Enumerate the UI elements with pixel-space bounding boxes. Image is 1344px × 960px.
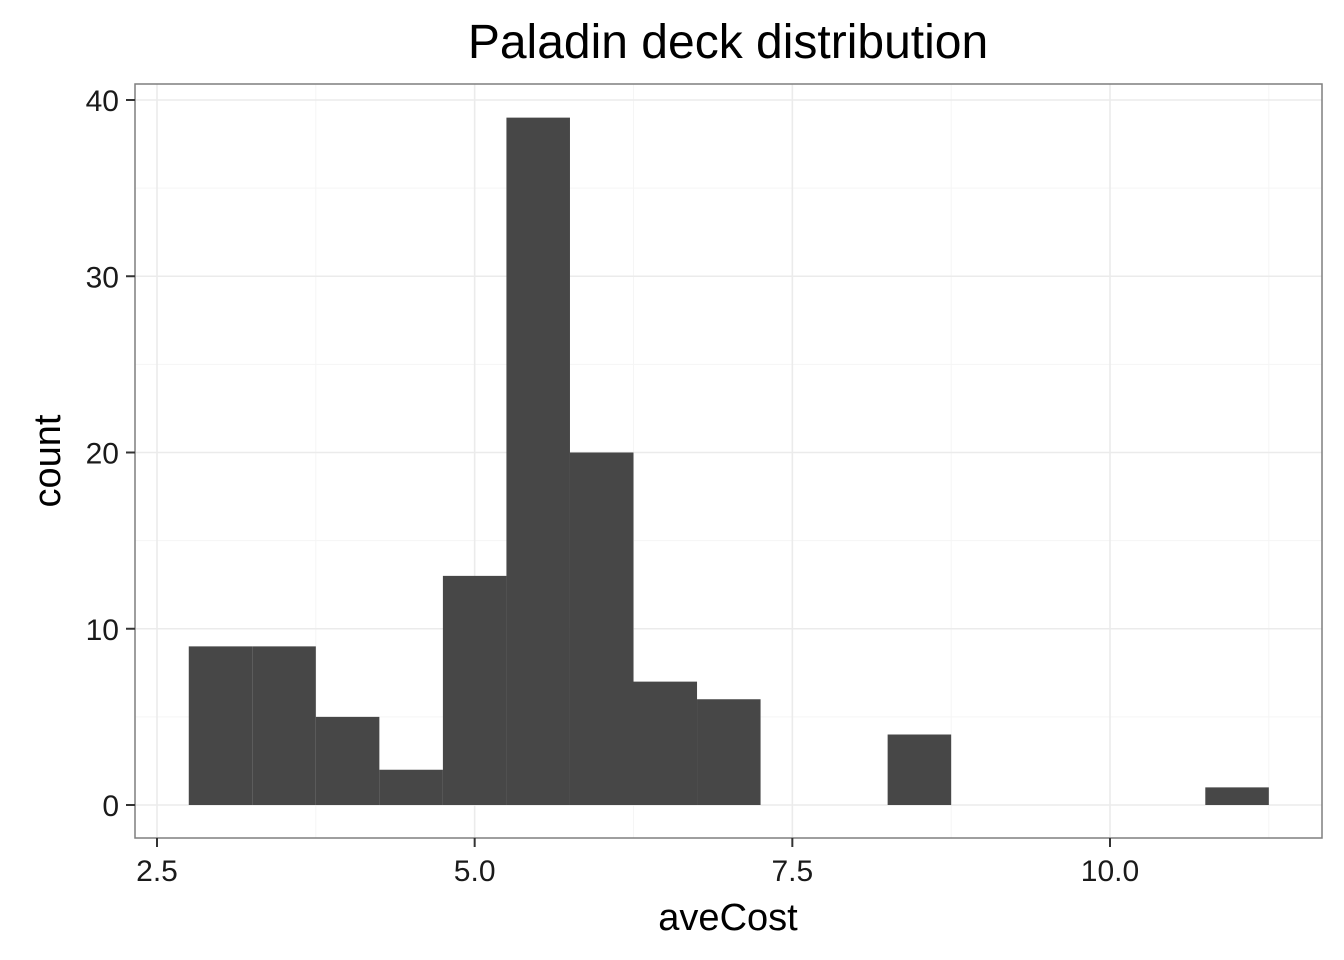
- x-tick-label: 10.0: [1081, 855, 1139, 888]
- histogram-bar: [887, 734, 952, 805]
- y-axis: 0 10 20 30 40: [86, 85, 135, 823]
- histogram-bar: [379, 769, 443, 805]
- histogram-bar: [569, 452, 634, 805]
- x-tick-label: 2.5: [136, 855, 178, 888]
- bars: [188, 117, 1269, 805]
- histogram-bar: [633, 681, 698, 805]
- histogram-bar: [442, 575, 507, 805]
- x-tick-label: 7.5: [771, 855, 813, 888]
- x-axis: 2.5 5.0 7.5 10.0: [136, 838, 1139, 888]
- histogram-bar: [1205, 787, 1269, 805]
- histogram-bar: [315, 716, 380, 805]
- chart-title: Paladin deck distribution: [468, 16, 988, 69]
- y-tick-label: 10: [86, 614, 119, 647]
- panel-border: [134, 83, 1323, 839]
- y-tick-label: 30: [86, 261, 119, 294]
- histogram-bar: [697, 699, 761, 805]
- y-tick-label: 0: [102, 790, 119, 823]
- y-tick-label: 40: [86, 85, 119, 118]
- x-axis-title: aveCost: [658, 897, 798, 939]
- y-tick-label: 20: [86, 438, 119, 471]
- histogram-bar: [506, 117, 570, 805]
- y-axis-title: count: [27, 414, 69, 507]
- x-tick-label: 5.0: [454, 855, 496, 888]
- histogram-bar: [188, 646, 253, 805]
- histogram-bar: [252, 646, 316, 805]
